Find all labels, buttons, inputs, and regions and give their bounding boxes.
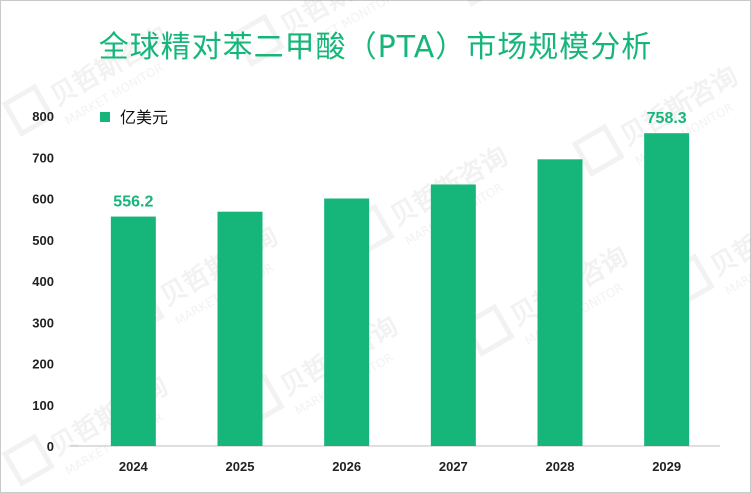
x-tick-label: 2027 <box>439 459 468 474</box>
legend: 亿美元 <box>100 108 168 127</box>
bar-2024 <box>110 216 156 446</box>
x-tick-label: 2025 <box>226 459 255 474</box>
bar-2028 <box>537 159 583 446</box>
bar-2029 <box>644 133 690 447</box>
data-label-2024: 556.2 <box>113 194 153 211</box>
x-tick-label: 2028 <box>546 459 575 474</box>
x-axis-ticks: 2024 2025 2026 2027 2028 2029 <box>119 459 681 474</box>
y-tick-label: 300 <box>32 315 54 330</box>
y-tick-label: 500 <box>32 233 54 248</box>
watermark-logo-icon <box>1 83 55 137</box>
x-tick-label: 2029 <box>652 459 681 474</box>
y-tick-label: 600 <box>32 192 54 207</box>
x-tick-label: 2024 <box>119 459 149 474</box>
watermark-logo-icon <box>231 13 285 67</box>
bar-2025 <box>217 211 263 446</box>
y-tick-label: 400 <box>32 274 54 289</box>
data-labels: 556.2 758.3 <box>113 110 686 210</box>
y-axis-ticks: 0 100 200 300 400 500 600 700 800 <box>32 109 54 454</box>
bars <box>110 133 690 447</box>
x-tick-label: 2026 <box>332 459 361 474</box>
y-tick-label: 100 <box>32 398 54 413</box>
legend-label: 亿美元 <box>120 108 168 127</box>
y-tick-label: 200 <box>32 357 54 372</box>
bar-2026 <box>324 198 370 446</box>
chart-title: 全球精对苯二甲酸（PTA）市场规模分析 <box>98 30 653 65</box>
y-tick-label: 0 <box>47 439 54 454</box>
bar-2027 <box>430 184 476 446</box>
watermark-logo-icon <box>1 433 55 487</box>
y-tick-label: 800 <box>32 109 54 124</box>
watermark-logo-icon <box>571 123 625 177</box>
y-tick-label: 700 <box>32 150 54 165</box>
legend-swatch <box>100 112 110 122</box>
data-label-2029: 758.3 <box>647 110 687 127</box>
